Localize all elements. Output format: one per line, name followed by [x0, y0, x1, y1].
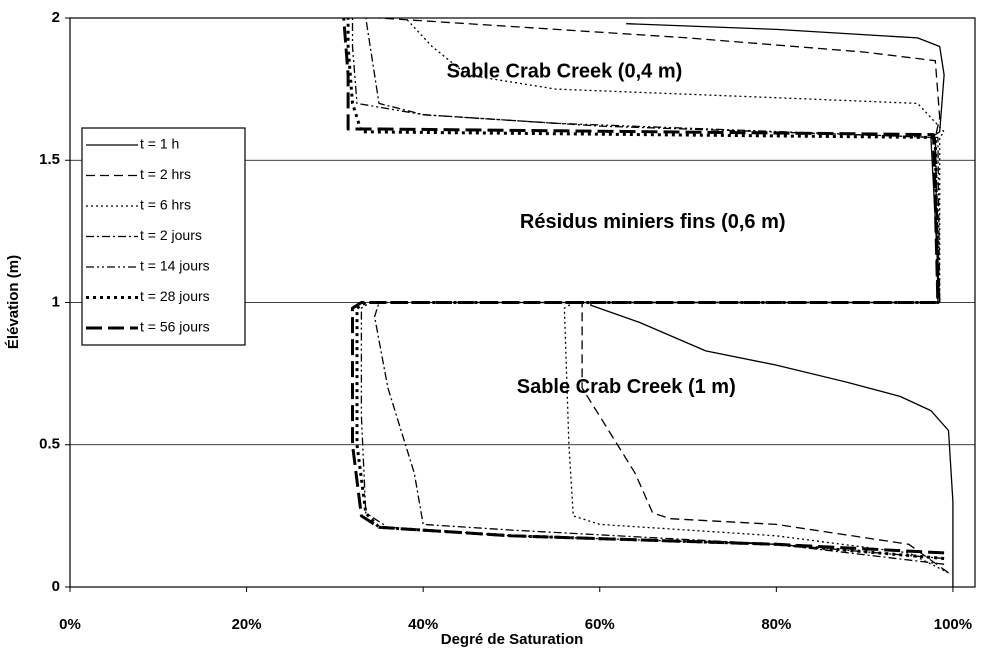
series-line: [342, 17, 945, 555]
legend-label: t = 1 h: [140, 136, 179, 152]
y-tick-label: 0: [52, 578, 60, 595]
annotation: Sable Crab Creek (0,4 m): [447, 60, 683, 82]
annotation: Résidus miniers fins (0,6 m): [520, 211, 786, 233]
y-axis-label: Élévation (m): [5, 255, 22, 349]
x-tick-label: 100%: [934, 616, 972, 633]
legend-label: t = 28 jours: [140, 288, 210, 304]
legend-label: t = 2 jours: [140, 227, 202, 243]
legend-label: t = 6 hrs: [140, 197, 191, 213]
series-line: [405, 17, 949, 574]
legend-label: t = 2 hrs: [140, 166, 191, 182]
x-tick-label: 20%: [232, 616, 262, 633]
legend-label: t = 14 jours: [140, 258, 210, 274]
x-tick-label: 40%: [408, 616, 438, 633]
series-line: [590, 23, 954, 587]
y-tick-label: 2: [52, 9, 60, 26]
y-tick-label: 0.5: [39, 436, 60, 453]
x-tick-label: 80%: [761, 616, 791, 633]
annotation: Sable Crab Creek (1 m): [517, 376, 736, 398]
legend-label: t = 56 jours: [140, 319, 210, 335]
legend: t = 1 h t = 2 hrs t = 6 hrs t = 2 jours t = …: [81, 127, 246, 346]
y-tick-label: 1.5: [39, 151, 60, 168]
x-axis-label: Degré de Saturation: [441, 631, 584, 648]
x-tick-label: 60%: [585, 616, 615, 633]
x-tick-label: 0%: [59, 616, 81, 633]
y-tick-label: 1: [52, 293, 60, 310]
